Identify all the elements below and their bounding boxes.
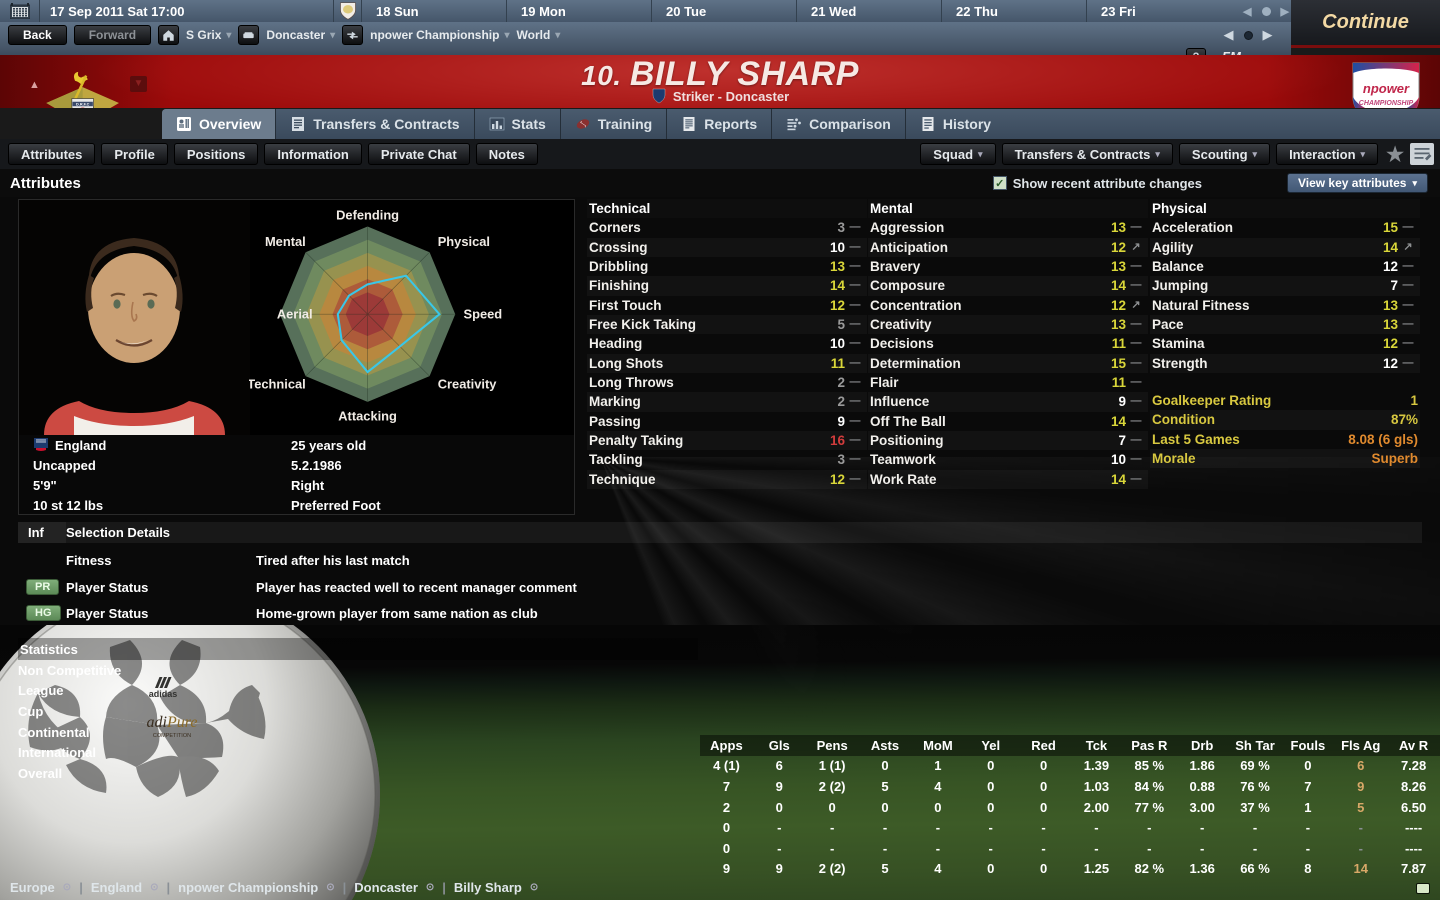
svg-text:Technical: Technical	[249, 376, 306, 391]
svg-text:Defending: Defending	[336, 207, 399, 222]
svg-text:Aerial: Aerial	[277, 306, 313, 321]
svg-text:npower: npower	[1363, 81, 1410, 96]
svg-text:Mental: Mental	[265, 234, 306, 249]
svg-text:CHAMPIONSHIP: CHAMPIONSHIP	[1359, 100, 1414, 107]
svg-text:Speed: Speed	[464, 306, 503, 321]
svg-text:Attacking: Attacking	[338, 408, 397, 423]
svg-text:Physical: Physical	[438, 234, 490, 249]
svg-text:Creativity: Creativity	[438, 376, 498, 391]
